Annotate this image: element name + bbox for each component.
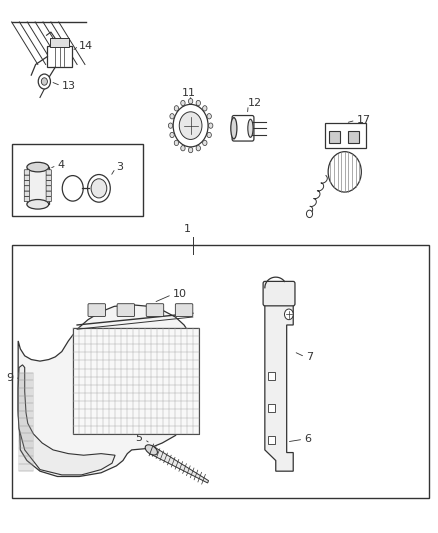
Ellipse shape: [208, 123, 213, 128]
Ellipse shape: [145, 445, 157, 455]
FancyBboxPatch shape: [175, 304, 193, 317]
Ellipse shape: [62, 175, 83, 201]
Bar: [348, 132, 359, 143]
Polygon shape: [265, 304, 293, 471]
FancyBboxPatch shape: [117, 304, 134, 317]
Text: 4: 4: [57, 160, 64, 171]
Text: 6: 6: [304, 434, 311, 445]
Ellipse shape: [27, 163, 49, 172]
Bar: [12, 245, 428, 498]
Ellipse shape: [188, 99, 193, 104]
Circle shape: [285, 309, 293, 320]
Ellipse shape: [203, 140, 207, 146]
Ellipse shape: [174, 140, 179, 146]
Text: 14: 14: [79, 41, 93, 51]
FancyBboxPatch shape: [24, 191, 29, 196]
FancyBboxPatch shape: [47, 46, 72, 67]
Ellipse shape: [207, 114, 212, 119]
FancyBboxPatch shape: [24, 196, 29, 201]
FancyBboxPatch shape: [27, 167, 49, 204]
Ellipse shape: [174, 106, 179, 111]
Circle shape: [328, 152, 361, 192]
Circle shape: [173, 104, 208, 147]
Ellipse shape: [203, 106, 207, 111]
Text: 9: 9: [7, 373, 14, 383]
FancyBboxPatch shape: [232, 116, 254, 141]
Ellipse shape: [248, 119, 253, 138]
Ellipse shape: [196, 146, 201, 151]
FancyBboxPatch shape: [24, 185, 29, 191]
Circle shape: [307, 210, 313, 217]
FancyBboxPatch shape: [46, 175, 51, 180]
Polygon shape: [150, 446, 208, 483]
Ellipse shape: [27, 199, 49, 209]
Bar: [12, 144, 143, 216]
Text: 1: 1: [184, 224, 191, 235]
Circle shape: [38, 74, 50, 89]
Polygon shape: [18, 305, 199, 477]
Ellipse shape: [170, 132, 174, 138]
FancyBboxPatch shape: [46, 196, 51, 201]
Ellipse shape: [168, 123, 173, 128]
FancyBboxPatch shape: [146, 304, 164, 317]
FancyBboxPatch shape: [24, 180, 29, 185]
Ellipse shape: [231, 118, 237, 139]
FancyBboxPatch shape: [46, 191, 51, 196]
Text: 7: 7: [306, 352, 314, 362]
Ellipse shape: [91, 179, 107, 198]
Bar: [73, 328, 199, 434]
FancyBboxPatch shape: [46, 185, 51, 191]
Text: 11: 11: [181, 87, 195, 98]
Ellipse shape: [181, 100, 185, 106]
FancyBboxPatch shape: [46, 169, 51, 175]
Bar: [268, 404, 276, 411]
Text: 17: 17: [357, 115, 371, 125]
Circle shape: [179, 112, 202, 140]
Text: 5: 5: [136, 433, 143, 443]
FancyBboxPatch shape: [24, 175, 29, 180]
Text: 12: 12: [247, 98, 261, 108]
Text: 13: 13: [62, 81, 76, 91]
Text: 3: 3: [117, 162, 124, 172]
Ellipse shape: [181, 146, 185, 151]
Bar: [329, 132, 340, 143]
FancyBboxPatch shape: [263, 281, 295, 306]
FancyBboxPatch shape: [50, 38, 69, 47]
Polygon shape: [18, 365, 115, 475]
Ellipse shape: [188, 148, 193, 153]
FancyBboxPatch shape: [24, 169, 29, 175]
Ellipse shape: [196, 100, 201, 106]
Ellipse shape: [170, 114, 174, 119]
FancyBboxPatch shape: [88, 304, 106, 317]
Bar: [268, 436, 276, 443]
Circle shape: [41, 78, 47, 85]
Ellipse shape: [207, 132, 212, 138]
Ellipse shape: [88, 174, 110, 202]
FancyBboxPatch shape: [46, 180, 51, 185]
Text: 10: 10: [173, 289, 187, 299]
Bar: [268, 372, 276, 379]
Bar: [325, 123, 366, 149]
